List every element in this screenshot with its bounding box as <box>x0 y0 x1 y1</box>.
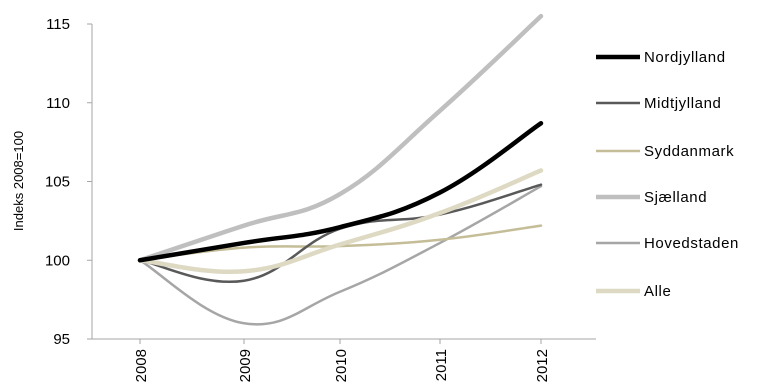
y-axis-label: Indeks 2008=100 <box>11 131 26 231</box>
x-tick-label: 2012 <box>534 349 551 382</box>
y-tick-label: 95 <box>53 331 70 348</box>
legend: Nordjylland Midtjylland Syddanmark Sjælland… <box>596 49 739 300</box>
y-tick-label: 105 <box>45 174 70 191</box>
legend-label: Alle <box>644 283 671 300</box>
y-tick-label: 100 <box>45 252 70 269</box>
series-lines <box>137 13 544 326</box>
legend-label: Syddanmark <box>644 143 734 160</box>
x-tick-label: 2010 <box>333 349 350 382</box>
series-line-alle <box>137 168 544 275</box>
legend-label: Midtjylland <box>644 95 721 112</box>
x-tick-label: 2008 <box>133 349 150 382</box>
series-line-sjælland <box>137 13 544 263</box>
legend-label: Nordjylland <box>644 49 726 66</box>
series-line-nordjylland <box>137 120 544 263</box>
series-line-midtjylland <box>138 183 543 284</box>
y-tick-label: 110 <box>46 95 70 112</box>
legend-label: Sjælland <box>644 189 707 206</box>
x-tick-label: 2011 <box>433 349 450 381</box>
legend-label: Hovedstaden <box>644 235 739 252</box>
y-axis-ticks: 95 100 105 110 115 <box>45 16 92 348</box>
x-tick-label: 2009 <box>237 349 254 382</box>
y-tick-label: 115 <box>46 16 70 33</box>
x-axis-ticks: 2008 2009 2010 2011 2012 <box>133 339 551 382</box>
series-line-hovedstaden <box>138 184 543 326</box>
